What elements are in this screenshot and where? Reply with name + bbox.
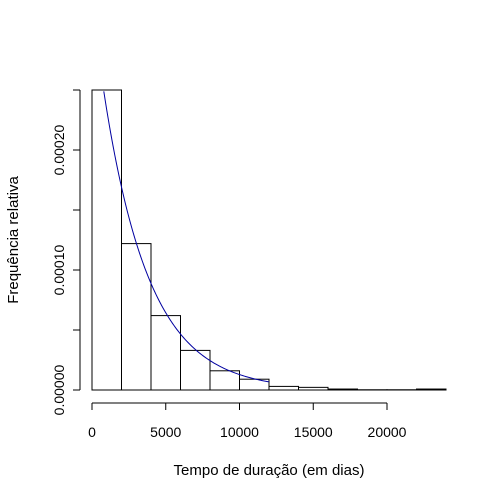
x-tick-label-2: 5000 [150,424,181,440]
x-tick-label-3: 10000 [220,424,259,440]
histogram-bar-3 [150,315,181,391]
histogram-bar-12 [416,388,447,391]
x-tick-label-4: 15000 [294,424,333,440]
x-tick-label-5: 20000 [368,424,407,440]
y-tick-label-5: 0.00020 [51,124,67,175]
y-axis-title: Frequência relativa [5,176,22,304]
density-curve [103,91,270,383]
y-tick-label-1: 0.00000 [51,364,67,415]
x-axis-title: Tempo de duração (em dias) [174,462,365,479]
x-axis: 0 5000 10000 15000 20000 [88,402,407,440]
histogram-bar-9 [327,388,358,391]
y-axis: 0.00000 0.00010 0.00020 [51,89,81,415]
histogram-bar-8 [298,386,329,391]
x-tick-label-1: 0 [88,424,96,440]
histogram-bar-1 [91,89,122,391]
histogram-bar-7 [268,385,299,391]
histogram-bar-2 [121,243,152,391]
histogram-bars [91,89,447,391]
histogram-bar-4 [180,349,211,391]
histogram-bar-5 [209,370,240,391]
y-tick-label-3: 0.00010 [51,244,67,295]
